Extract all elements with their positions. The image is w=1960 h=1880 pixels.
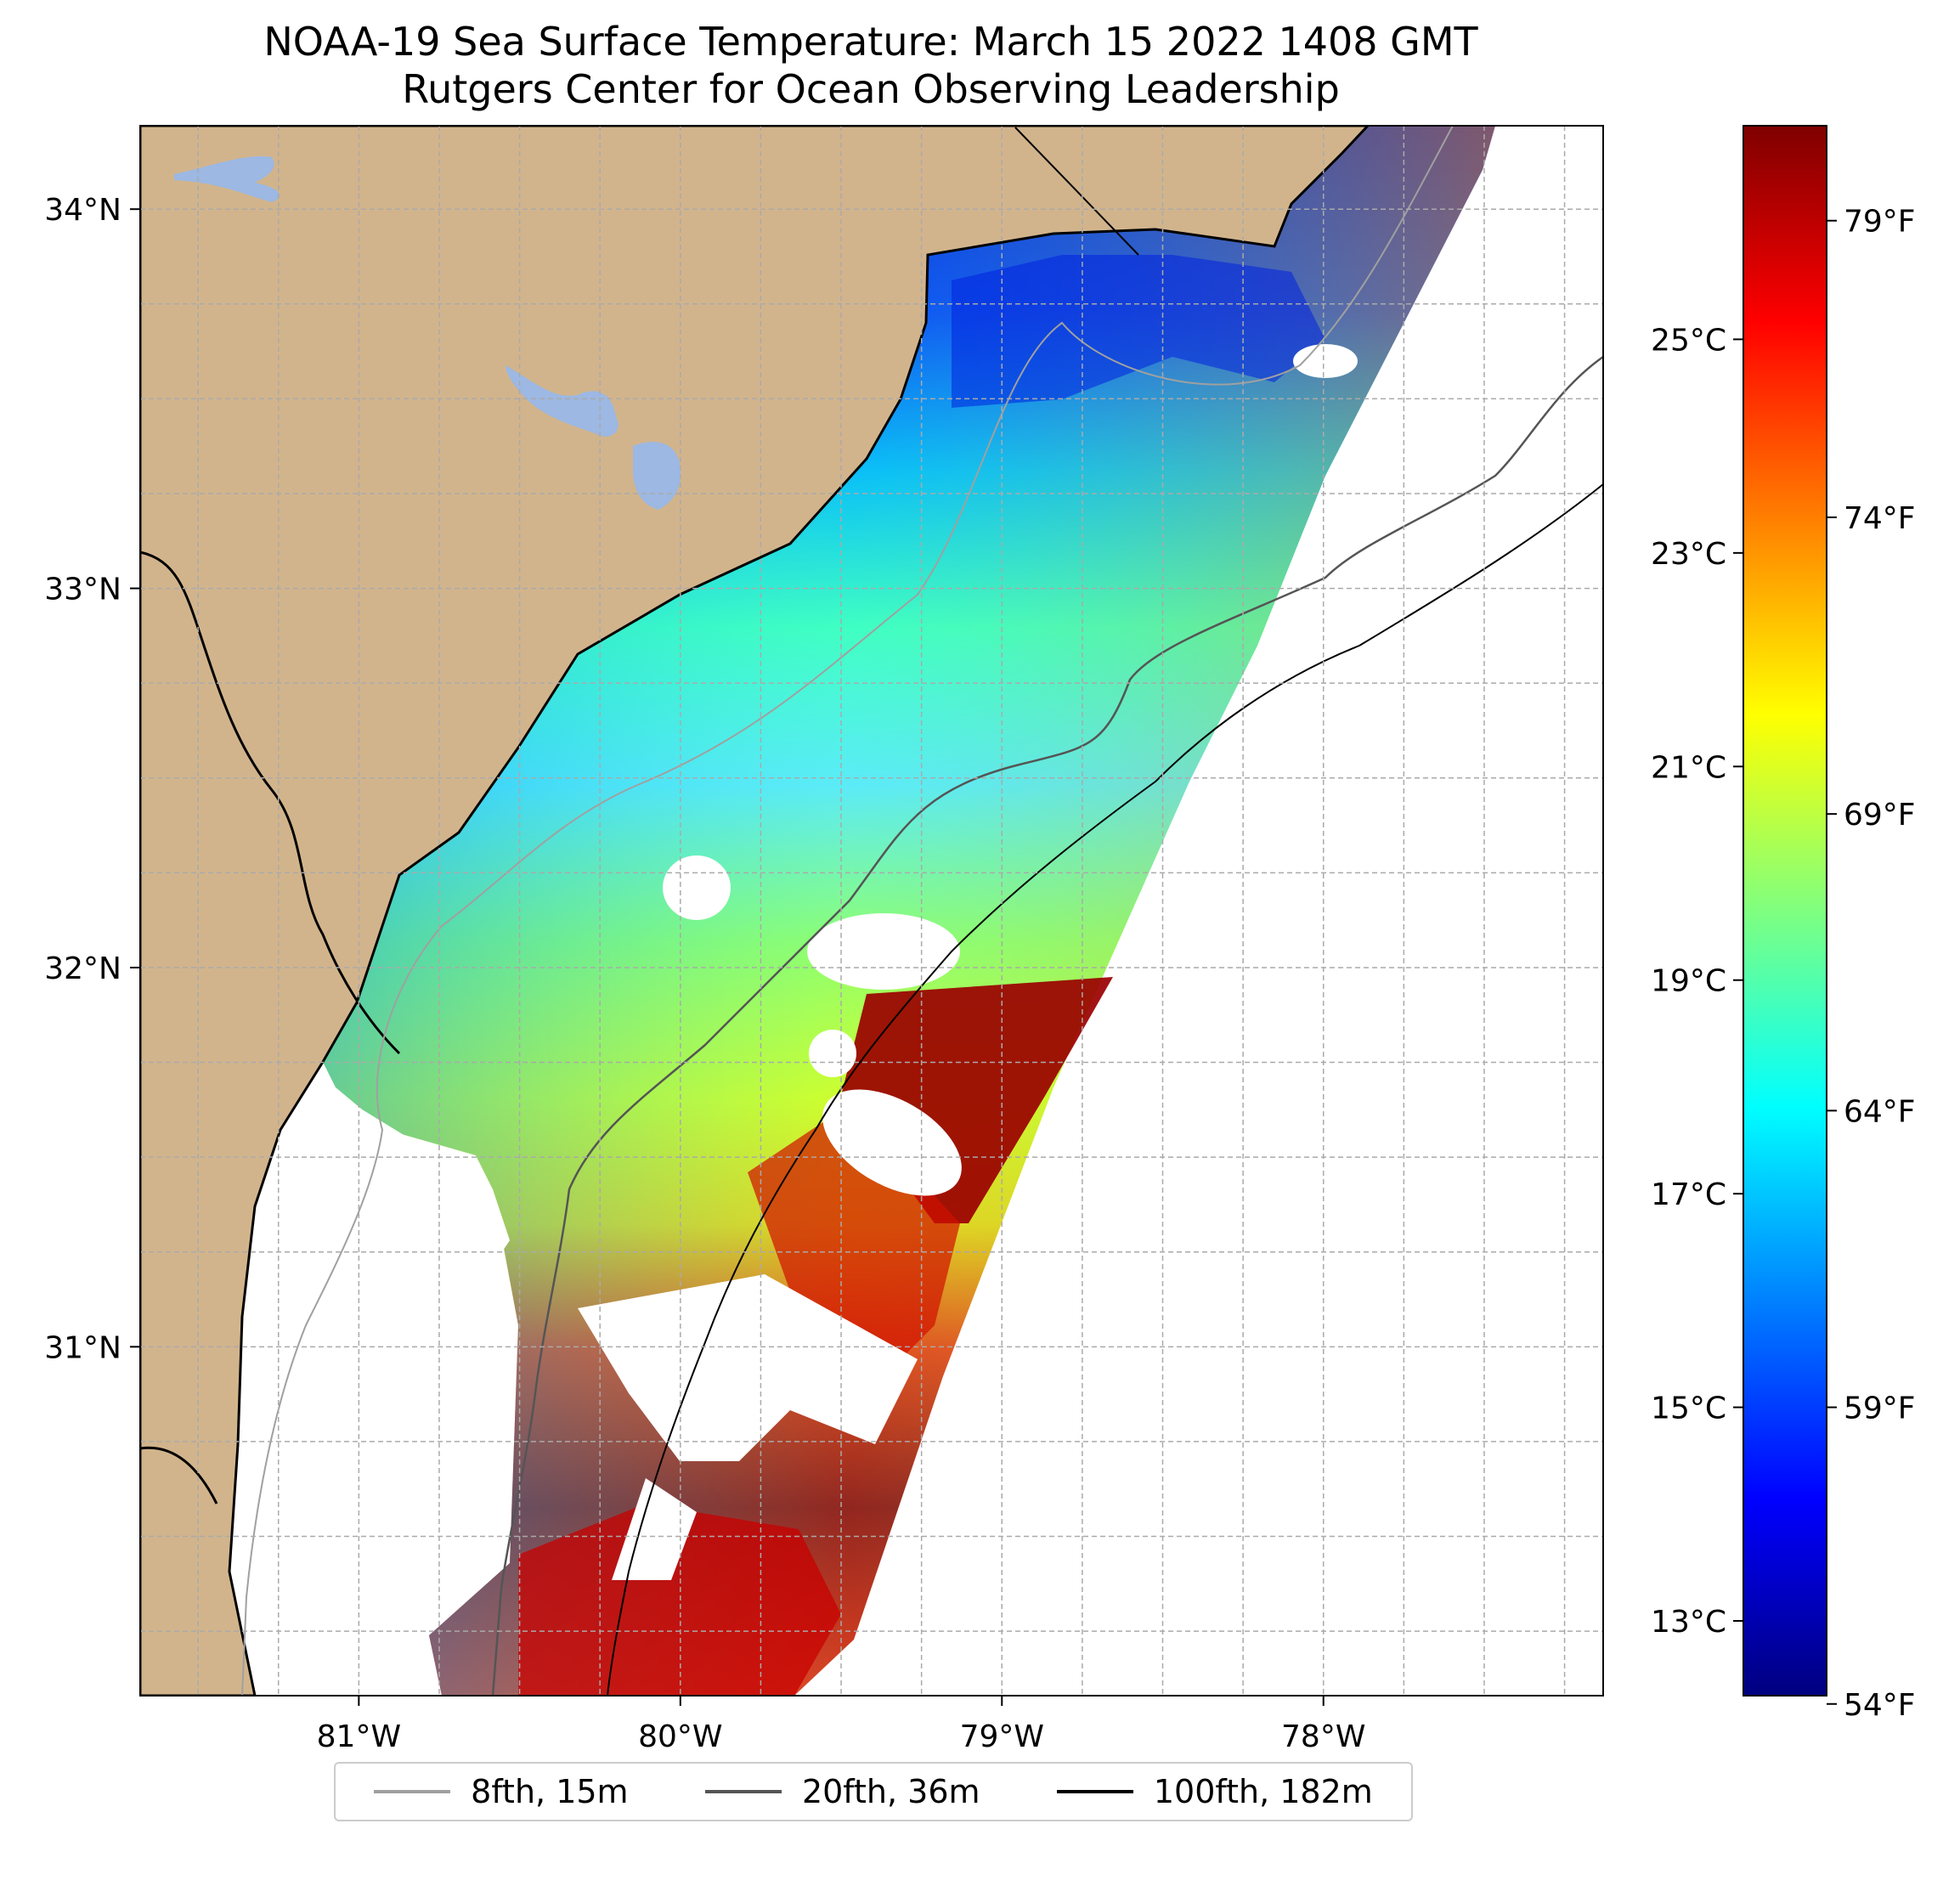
colorbar — [1743, 125, 1827, 1697]
chart-title: NOAA-19 Sea Surface Temperature: March 1… — [263, 19, 1478, 65]
lat-tick-label: 32°N — [44, 951, 121, 986]
colorbar-fahrenheit-label: 64°F — [1844, 1094, 1916, 1129]
state-border-nc-sc — [1014, 127, 1139, 256]
sst-cold-north — [952, 255, 1325, 408]
lat-tick-label: 31°N — [44, 1330, 121, 1365]
colorbar-fahrenheit-label: 79°F — [1844, 205, 1916, 240]
sst-gap — [1293, 344, 1358, 378]
graticule — [140, 126, 1603, 1696]
colorbar-fahrenheit-label: 74°F — [1844, 501, 1916, 536]
state-border-ga-fl — [140, 1446, 218, 1505]
legend-swatch — [704, 1790, 782, 1793]
map-frame — [139, 125, 1604, 1697]
isobath-legend: 8fth, 15m 20fth, 36m 100fth, 182m — [334, 1762, 1413, 1821]
land — [140, 126, 1370, 1696]
isobath-8fth — [241, 126, 1454, 1696]
lon-tick-label: 81°W — [317, 1719, 401, 1754]
sst-gap-southwest — [221, 1087, 510, 1696]
land-shape — [140, 126, 1370, 1696]
isobath-20fth — [491, 355, 1603, 1696]
colorbar-fahrenheit-label: 54°F — [1844, 1688, 1916, 1723]
map-panel — [140, 126, 1603, 1696]
colorbar-fahrenheit-label: 59°F — [1844, 1392, 1916, 1426]
lat-tick-label: 33°N — [44, 573, 121, 607]
legend-label: 100fth, 182m — [1153, 1773, 1373, 1810]
colorbar-celsius-label: 25°C — [1651, 323, 1726, 358]
legend-label: 20fth, 36m — [801, 1773, 980, 1810]
legend-item-8fth: 8fth, 15m — [374, 1773, 629, 1810]
lake-inland — [174, 156, 280, 202]
legend-item-20fth: 20fth, 36m — [704, 1773, 980, 1810]
legend-swatch — [1056, 1790, 1133, 1793]
lon-tick-label: 80°W — [638, 1719, 722, 1754]
lon-tick-label: 79°W — [960, 1719, 1044, 1754]
colorbar-celsius-label: 23°C — [1651, 537, 1726, 572]
legend-item-100fth: 100fth, 182m — [1056, 1773, 1373, 1810]
colorbar-celsius-label: 19°C — [1651, 964, 1726, 999]
isobaths — [241, 126, 1603, 1696]
sst-swath — [221, 126, 1495, 1696]
sst-gap — [809, 1030, 856, 1077]
lon-tick-label: 78°W — [1281, 1719, 1365, 1754]
isobath-100fth — [607, 483, 1603, 1696]
sst-gap — [822, 1089, 962, 1196]
colorbar-ticks: 13°C 15°C 17°C 19°C 21°C 23°C 25°C 54°F 59°F 64°F… — [1651, 205, 1915, 1723]
sst-gap — [807, 913, 960, 990]
colorbar-celsius-label: 15°C — [1651, 1392, 1726, 1426]
colorbar-fahrenheit-label: 69°F — [1844, 798, 1916, 833]
sst-gap-south — [578, 1274, 918, 1461]
lat-tick-label: 34°N — [44, 193, 121, 228]
legend-label: 8fth, 15m — [471, 1773, 629, 1810]
state-border-ga-sc — [140, 550, 401, 1055]
chart-subtitle: Rutgers Center for Ocean Observing Leade… — [402, 66, 1340, 112]
colorbar-celsius-label: 17°C — [1651, 1177, 1726, 1212]
sst-gap — [663, 855, 731, 920]
map-axis-labels: 81°W 80°W 79°W 78°W 31°N 32°N 33°N 34°N — [44, 193, 1365, 1754]
colorbar-celsius-label: 13°C — [1651, 1605, 1726, 1640]
colorbar-celsius-label: 21°C — [1651, 750, 1726, 785]
lake-marion — [506, 365, 619, 437]
lake-moultrie — [633, 442, 681, 510]
legend-swatch — [374, 1790, 451, 1793]
